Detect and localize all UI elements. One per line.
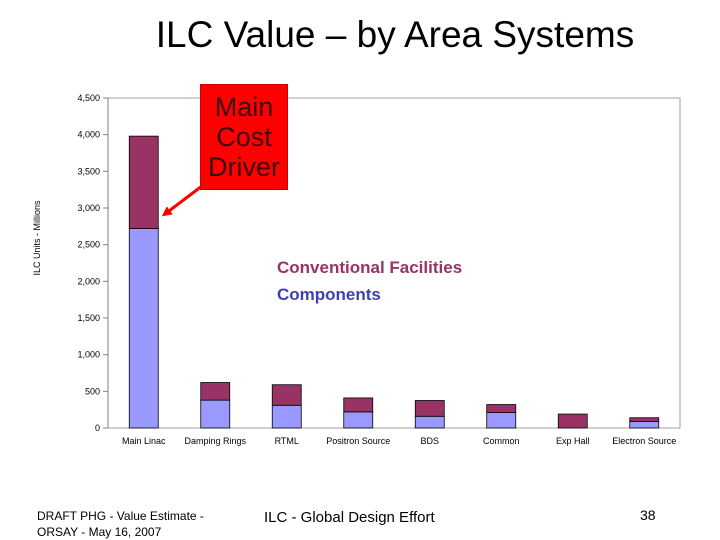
callout-line-3: Driver [208,152,280,182]
x-category-label: Main Linac [122,436,166,446]
page-number: 38 [640,507,656,523]
legend-entry-conventional-facilities: Conventional Facilities [277,258,462,277]
legend-entry-components: Components [277,285,381,304]
bar-conventional-facilities [271,384,302,406]
callout-main-cost-driver: Main Cost Driver [200,84,288,190]
y-tick-label: 3,000 [77,203,100,213]
y-tick-label: 2,000 [77,276,100,286]
bar-components [414,415,445,429]
x-category-label: Exp Hall [556,436,590,446]
slide-title: ILC Value – by Area Systems [155,14,635,55]
footer-center-text: ILC - Global Design Effort [264,509,435,526]
footer-left-line-1: DRAFT PHG - Value Estimate - [37,509,204,523]
bar-components [200,399,231,429]
y-tick-label: 0 [95,423,100,433]
bar-conventional-facilities [486,404,517,413]
x-category-label: Common [483,436,520,446]
y-tick-label: 1,000 [77,350,100,360]
bar-components [629,420,660,429]
y-axis: 0 500 1,000 1,500 2,000 2,500 3,000 3,500 4,000 4… [77,93,109,433]
callout-line-1: Main [214,92,274,122]
x-category-label: BDS [420,436,439,446]
y-tick-label: 2,500 [77,240,100,250]
y-tick-label: 3,500 [77,166,100,176]
bar-components [343,411,374,429]
x-category-label: Positron Source [326,436,390,446]
x-category-label: Electron Source [612,436,676,446]
x-axis-labels: Main Linac Damping Rings RTML Positron Sour… [122,436,676,446]
callout-arrow [161,184,203,217]
x-category-label: RTML [275,436,299,446]
bar-conventional-facilities [629,417,660,422]
y-axis-title: ILC Units - Millions [32,200,42,276]
y-tick-label: 4,500 [77,93,100,103]
bar-conventional-facilities [128,135,159,229]
bar-conventional-facilities [414,400,445,417]
y-tick-label: 500 [85,386,100,396]
y-tick-label: 1,500 [77,313,100,323]
bar-conventional-facilities [557,413,588,429]
x-category-label: Damping Rings [184,436,246,446]
bar-components [486,412,517,429]
bar-components [271,404,302,429]
bar-components [128,228,159,429]
callout-line-2: Cost [216,122,272,152]
footer-draft-note: DRAFT PHG - Value Estimate - ORSAY - May… [37,508,204,540]
bar-conventional-facilities [200,382,231,401]
bars-group [128,135,660,429]
bar-conventional-facilities [343,397,374,413]
y-tick-label: 4,000 [77,130,100,140]
footer-left-line-2: ORSAY - May 16, 2007 [37,525,162,539]
